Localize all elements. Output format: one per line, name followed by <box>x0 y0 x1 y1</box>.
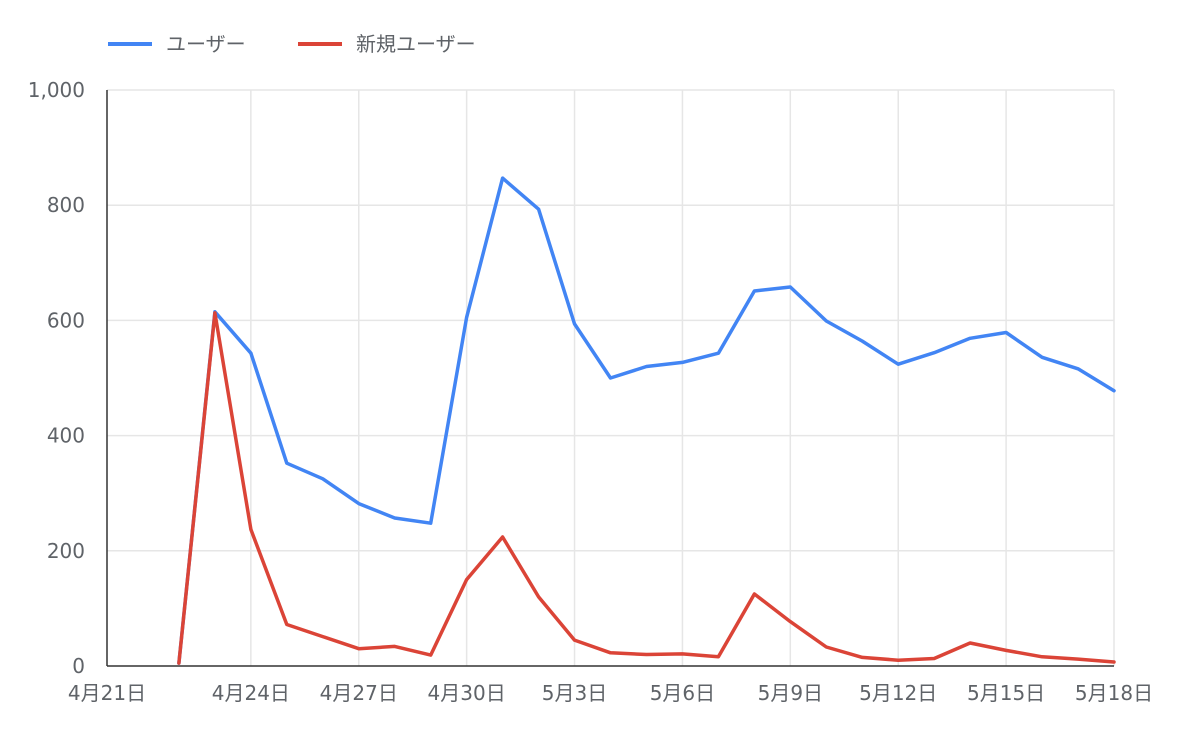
series-lines <box>177 176 1116 665</box>
series-line-2 <box>177 311 1116 665</box>
axes <box>106 90 1114 667</box>
y-tick-label: 200 <box>47 539 85 563</box>
x-tick-label: 5月18日 <box>1075 681 1153 705</box>
x-tick-label: 4月27日 <box>320 681 398 705</box>
y-tick-label: 800 <box>47 193 85 217</box>
x-tick-label: 5月3日 <box>542 681 607 705</box>
legend-label-2: 新規ユーザー <box>356 32 476 56</box>
series-line-1 <box>177 176 1116 665</box>
y-tick-label: 1,000 <box>28 78 85 102</box>
x-tick-label: 4月21日 <box>68 681 146 705</box>
x-tick-label: 5月6日 <box>650 681 715 705</box>
x-tick-label: 5月12日 <box>859 681 937 705</box>
y-tick-label: 0 <box>72 654 85 678</box>
x-tick-label: 4月24日 <box>212 681 290 705</box>
x-axis-ticks: 4月21日 4月24日 4月27日 4月30日 5月3日 5月6日 5月9日 5月12日 5月1… <box>68 681 1153 705</box>
legend: ユーザー 新規ユーザー <box>108 32 476 56</box>
x-tick-label: 5月9日 <box>758 681 823 705</box>
y-tick-label: 600 <box>47 308 85 332</box>
y-tick-label: 400 <box>47 424 85 448</box>
x-tick-label: 4月30日 <box>428 681 506 705</box>
gridlines <box>107 89 1115 666</box>
y-axis-ticks: 0 200 400 600 800 1,000 <box>28 78 85 678</box>
x-tick-label: 5月15日 <box>967 681 1045 705</box>
legend-label-1: ユーザー <box>166 32 246 56</box>
